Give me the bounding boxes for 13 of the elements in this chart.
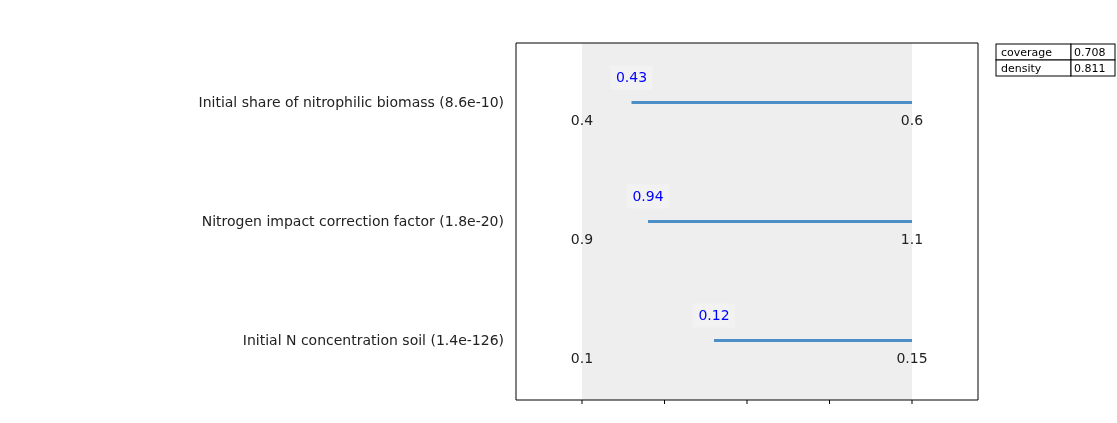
x-tick-label: 0.4	[570, 112, 594, 129]
x-tick-label: 0.15	[896, 350, 928, 367]
x-tick-label: 1.1	[900, 231, 924, 248]
y-tick-label: Initial share of nitrophilic biomass (8.6e-10)	[198, 94, 504, 111]
x-tick-label: 0.6	[900, 112, 924, 129]
y-tick-label: Nitrogen impact correction factor (1.8e-20)	[201, 213, 504, 230]
x-tick-label: 0.1	[570, 350, 594, 367]
annotation: 0.94	[632, 188, 664, 205]
annotation: 0.12	[698, 307, 730, 324]
x-tick-label: 0.9	[570, 231, 594, 248]
y-tick-label: Initial N concentration soil (1.4e-126)	[242, 332, 504, 349]
annotation: 0.43	[615, 69, 648, 86]
statistics-table: coverage 0.708 density 0.811	[995, 43, 1116, 77]
